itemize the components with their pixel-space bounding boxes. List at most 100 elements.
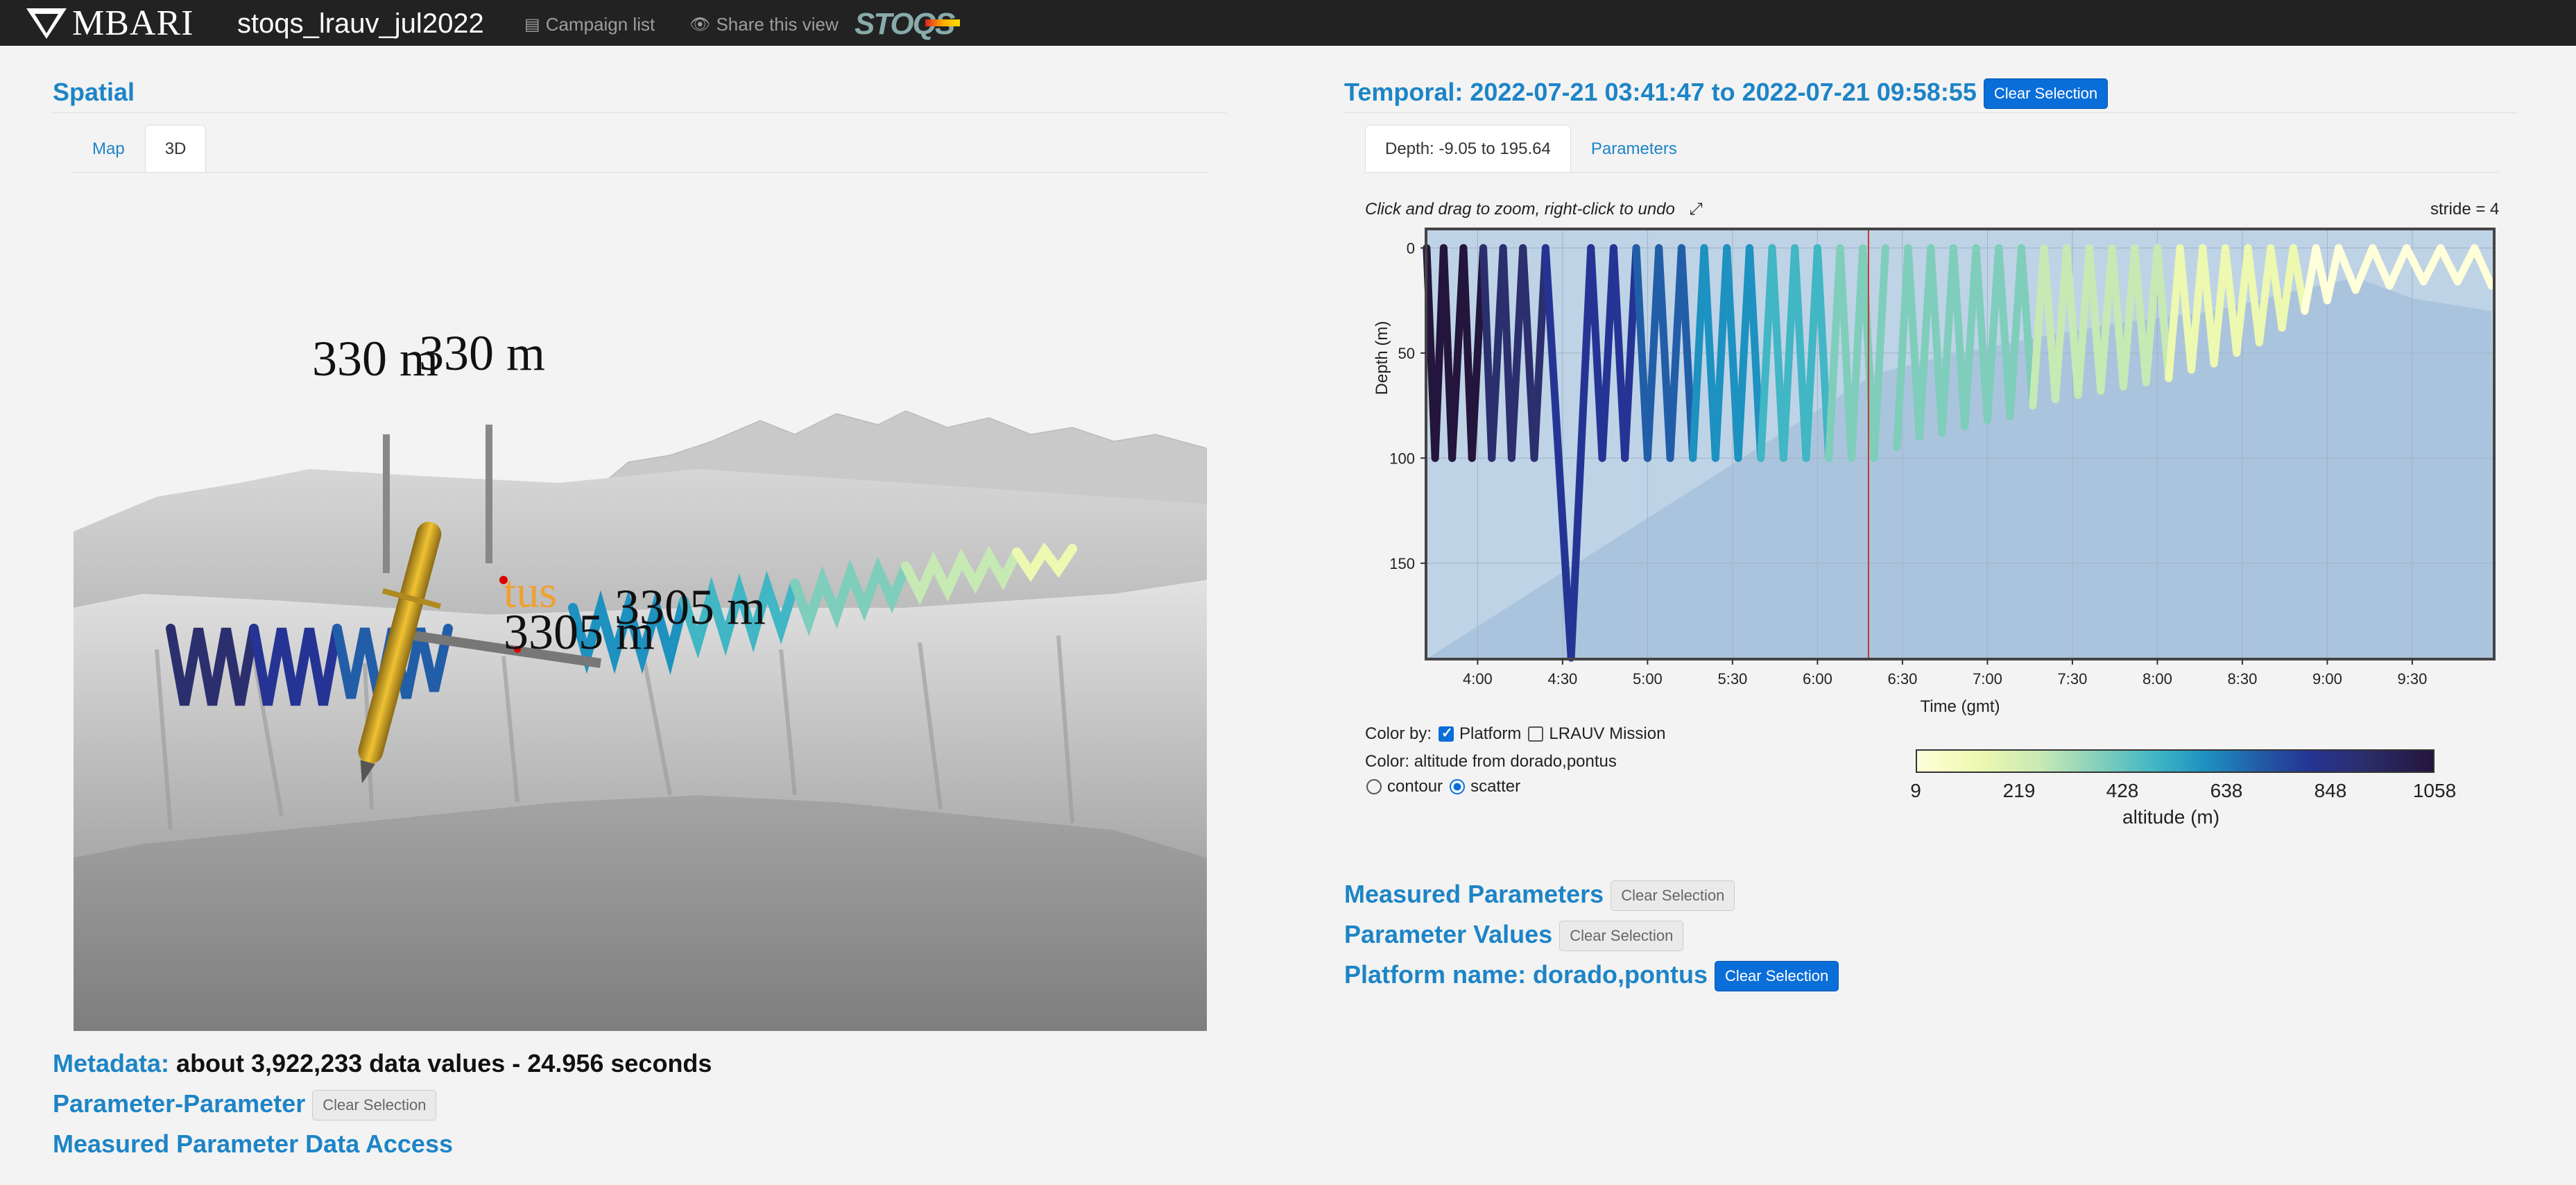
profile-segment — [2255, 244, 2275, 347]
x-tick-label: 8:30 — [2228, 670, 2258, 688]
profile-segment — [2029, 244, 2048, 410]
stoqs-logo-bar — [925, 19, 960, 26]
tab-parameters[interactable]: Parameters — [1590, 139, 1677, 158]
tab-map[interactable]: Map — [92, 139, 125, 158]
lrauv-model — [358, 521, 442, 784]
position-marker — [499, 576, 508, 584]
bottom-profile — [1426, 277, 2494, 660]
campaign-list-link[interactable]: ▤ Campaign list — [524, 14, 655, 35]
x-tick-label: 5:00 — [1633, 670, 1663, 688]
zoom-hint: Click and drag to zoom, right-click to u… — [1365, 200, 1703, 219]
marker-post-2 — [486, 425, 492, 563]
platform-checkbox[interactable] — [1439, 724, 1454, 742]
contour-label: contour — [1387, 777, 1443, 796]
temporal-label: Temporal: 2022-07-21 03:41:47 to 2022-07… — [1344, 78, 1977, 106]
colorbar-tick: 1058 — [2412, 780, 2457, 801]
profile-segment — [2453, 244, 2479, 286]
campaign-list-label: Campaign list — [545, 14, 655, 35]
tab-3d[interactable]: 3D — [144, 125, 207, 172]
parameter-values-clear-button[interactable]: Clear Selection — [1559, 921, 1684, 952]
plot-style-row: contour scatter — [1365, 777, 1520, 796]
x-tick-label: 8:00 — [2143, 670, 2172, 688]
spatial-divider — [53, 112, 1226, 113]
profile-segment — [1541, 244, 1575, 662]
profile-segment — [2187, 244, 2207, 374]
depth-label-4: 3305 m — [615, 579, 766, 635]
profile-segment — [2142, 244, 2161, 386]
expand-icon[interactable]: ⤢ — [1689, 200, 1703, 219]
metadata-heading[interactable]: Metadata: about 3,922,233 data values - … — [53, 1049, 712, 1078]
profile-segment — [1938, 244, 1957, 437]
platform-label: tus — [504, 567, 558, 617]
profile-segment — [1893, 244, 1912, 452]
depth-time-plot[interactable]: 4:00 4:30 5:00 5:30 6:00 6:30 7:00 7:30 8:00 8:30… — [1359, 221, 2511, 727]
parameter-values-heading[interactable]: Parameter Values Clear Selection — [1344, 920, 1684, 952]
temporal-tabs: Depth: -9.05 to 195.64 Parameters — [1365, 125, 1697, 172]
parameter-parameter-heading[interactable]: Parameter-Parameter Clear Selection — [53, 1089, 437, 1121]
profile-segment — [1870, 244, 1889, 462]
mission-option-label: LRAUV Mission — [1549, 724, 1666, 743]
colorbar-tick: 848 — [2314, 780, 2347, 801]
temporal-divider — [1344, 112, 2518, 113]
contour-radio[interactable] — [1366, 779, 1382, 794]
parameter-parameter-label: Parameter-Parameter — [53, 1089, 306, 1118]
metadata-label: Metadata: — [53, 1049, 170, 1077]
marker-post-1 — [383, 434, 390, 573]
y-axis-label: Depth (m) — [1373, 321, 1391, 395]
x-axis-label: Time (gmt) — [1920, 697, 2000, 716]
x-tick-label: 6:30 — [1887, 670, 1917, 688]
temporal-heading[interactable]: Temporal: 2022-07-21 03:41:47 to 2022-07… — [1344, 78, 2109, 110]
colorbar-tick: 219 — [2002, 780, 2036, 801]
list-icon: ▤ — [524, 15, 540, 34]
profile-segment — [2351, 244, 2377, 294]
share-view-link[interactable]: 👁 Share this view — [689, 14, 839, 35]
x-tick-label: 4:30 — [1547, 670, 1577, 688]
depth-label-1: 330 m — [312, 331, 439, 386]
profile-segment — [2006, 244, 2025, 420]
campaign-title[interactable]: stoqs_lrauv_jul2022 — [237, 8, 484, 39]
profile-segment — [1530, 244, 1549, 462]
stride-label: stride = 4 — [2430, 200, 2500, 219]
logo-text: MBARI — [72, 3, 194, 43]
profile-segment — [2369, 244, 2394, 290]
3d-viewer[interactable]: 330 m 330 m 3305 m 3305 m tus — [74, 205, 1207, 1031]
x-tick-label: 7:00 — [1973, 670, 2002, 688]
x-tick-label: 4:00 — [1463, 670, 1493, 688]
vehicle-trajectory — [166, 542, 1077, 706]
scatter-label: scatter — [1470, 777, 1521, 796]
profile-segment — [2097, 244, 2116, 395]
color-by-label: Color by: — [1365, 724, 1432, 743]
platform-name-label: Platform name: dorado,pontus — [1344, 960, 1708, 989]
temporal-clear-button[interactable]: Clear Selection — [1983, 78, 2109, 110]
mission-checkbox[interactable] — [1528, 726, 1544, 742]
x-tick-label: 5:30 — [1717, 670, 1747, 688]
scatter-radio[interactable] — [1450, 779, 1466, 794]
colorbar-tick: 428 — [2106, 780, 2139, 801]
plot-frame — [1425, 228, 2496, 660]
profile-segment — [2323, 244, 2343, 305]
x-tick-label: 9:30 — [2398, 670, 2428, 688]
platform-option-label: Platform — [1459, 724, 1522, 743]
metadata-value: about 3,922,233 data values - 24.956 sec… — [176, 1049, 712, 1077]
measured-parameters-clear-button[interactable]: Clear Selection — [1611, 880, 1735, 912]
eye-icon: 👁 — [689, 15, 711, 34]
platform-name-heading[interactable]: Platform name: dorado,pontus Clear Selec… — [1344, 960, 1839, 992]
spatial-heading[interactable]: Spatial — [53, 78, 135, 106]
profile-segment — [2074, 244, 2093, 399]
platform-clear-button[interactable]: Clear Selection — [1715, 961, 1839, 992]
measured-parameters-heading[interactable]: Measured Parameters Clear Selection — [1344, 880, 1735, 912]
color-by-row: Color by: Platform LRAUV Mission — [1365, 724, 1665, 744]
data-access-heading[interactable]: Measured Parameter Data Access — [53, 1129, 453, 1158]
tab-depth[interactable]: Depth: -9.05 to 195.64 — [1365, 125, 1571, 172]
profile-segment — [2437, 244, 2462, 286]
3d-terrain-scene[interactable] — [74, 205, 1207, 1031]
parameter-parameter-clear-button[interactable]: Clear Selection — [312, 1090, 437, 1121]
profile-segment — [2119, 244, 2139, 391]
colorbar-tick: 638 — [2210, 780, 2243, 801]
valley-floor — [74, 795, 1207, 1031]
parameter-values-label: Parameter Values — [1344, 920, 1553, 948]
temporal-tabs-divider — [1365, 172, 2498, 173]
profile-segment — [2335, 244, 2360, 294]
x-tick-label: 6:00 — [1803, 670, 1832, 688]
mbari-logo[interactable]: MBARI — [25, 3, 194, 43]
